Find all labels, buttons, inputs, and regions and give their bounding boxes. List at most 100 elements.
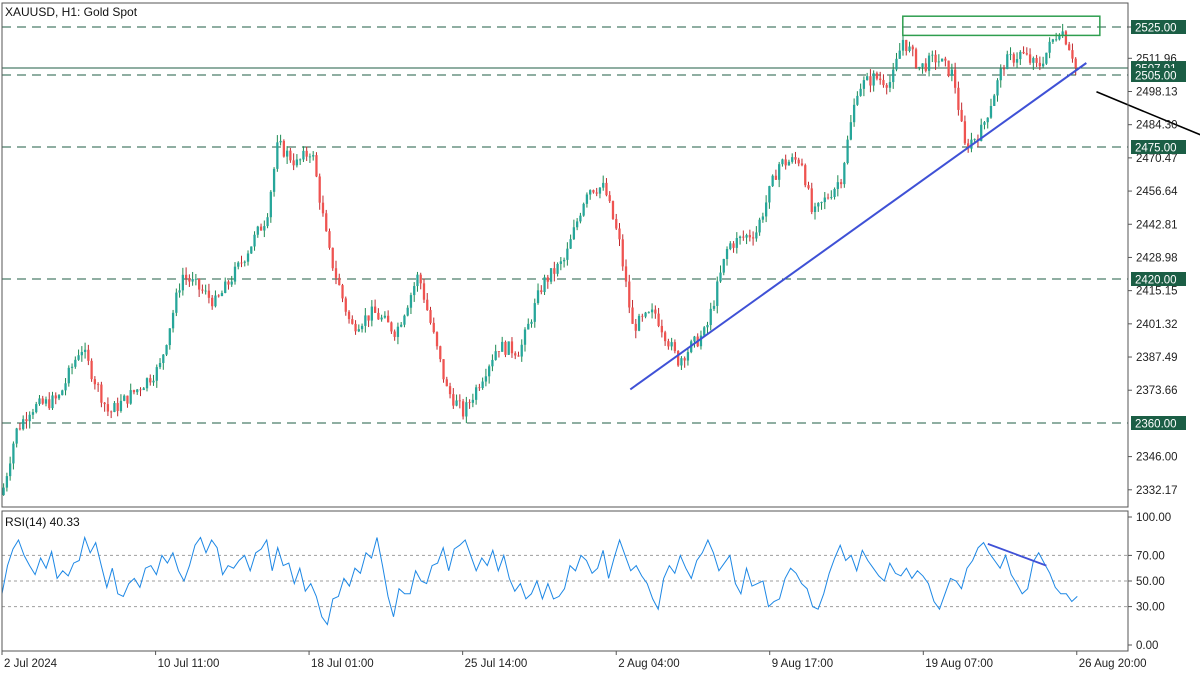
candle-body [445, 379, 448, 387]
candle-body [1009, 54, 1012, 56]
forecast-arrow-line[interactable] [1096, 91, 1200, 140]
candle-body [344, 298, 347, 312]
main-price-pane [2, 15, 1200, 496]
candle-body [1019, 51, 1022, 60]
candle-body [843, 163, 846, 185]
candle-body [882, 80, 885, 86]
candle-body [494, 351, 497, 360]
candle-body [367, 315, 370, 321]
candle-body [931, 54, 934, 56]
candle-body [813, 206, 817, 213]
candle-body [546, 277, 549, 282]
candle-body [139, 389, 142, 391]
candle-body [70, 366, 74, 368]
candle-body [523, 329, 527, 345]
candle-body [618, 228, 621, 240]
candle-body [308, 156, 312, 158]
candle-body [28, 414, 31, 422]
candle-body [15, 428, 18, 444]
candle-body [295, 159, 299, 166]
candle-body [768, 186, 771, 203]
candle-body [683, 358, 686, 361]
candle-body [282, 140, 286, 157]
candle-body [852, 104, 856, 123]
candle-body [706, 325, 709, 328]
candle-body [77, 355, 80, 360]
candle-body [826, 197, 830, 199]
candle-body [1068, 44, 1071, 51]
ascending-trendline[interactable] [629, 62, 1087, 391]
candle-body [755, 232, 758, 239]
price-tick-label: 2428.98 [1136, 252, 1178, 264]
candle-body [325, 213, 328, 232]
candle-body [116, 403, 119, 411]
time-tick-label: 2 Jul 2024 [4, 658, 58, 670]
candle-body [419, 274, 422, 284]
level-tag-bg [1131, 20, 1186, 34]
price-tick-label: 2332.17 [1136, 485, 1178, 497]
candle-body [38, 398, 41, 405]
candle-body [712, 305, 716, 309]
candle-body [879, 78, 882, 81]
candle-body [315, 155, 318, 177]
rsi-tick-label: 50.00 [1136, 576, 1165, 588]
candle-body [986, 117, 989, 123]
candle-body [119, 400, 123, 411]
candle-body [9, 463, 12, 477]
candle-body [478, 387, 481, 389]
candle-body [256, 226, 259, 235]
time-tick-label: 26 Aug 20:00 [1079, 658, 1147, 670]
candle-body [533, 303, 536, 322]
candle-body [409, 295, 413, 308]
candle-body [641, 315, 644, 317]
candle-body [1012, 54, 1015, 63]
rsi-divergence-line[interactable] [987, 543, 1047, 567]
candle-body [188, 278, 191, 282]
candle-body [628, 281, 631, 308]
candle-body [585, 194, 589, 204]
candle-body [321, 202, 325, 214]
candle-body [422, 283, 426, 300]
price-tick-label: 2373.66 [1136, 385, 1178, 397]
candle-body [764, 202, 768, 217]
candle-body [1064, 31, 1068, 45]
candle-body [44, 399, 48, 404]
candle-body [794, 157, 797, 160]
candle-body [406, 307, 409, 316]
candle-body [892, 69, 895, 83]
candle-body [634, 323, 637, 331]
candle-body [540, 290, 543, 293]
candle-body [481, 381, 484, 389]
candle-body [87, 349, 90, 361]
candle-body [543, 277, 546, 293]
candle-body [592, 190, 595, 193]
candle-body [136, 389, 139, 393]
candle-body [155, 367, 158, 381]
candle-body [90, 360, 93, 380]
candle-body [474, 387, 478, 400]
level-tag: 2525.00 [1135, 23, 1177, 35]
candle-body [875, 73, 879, 79]
candle-body [722, 258, 725, 273]
candle-body [507, 341, 510, 355]
rsi-tick-label: 70.00 [1136, 550, 1165, 562]
candle-body [184, 274, 188, 279]
candle-body [334, 268, 338, 278]
candle-body [905, 39, 908, 52]
candle-body [351, 319, 354, 324]
candle-body [74, 359, 77, 367]
resistance-box[interactable] [902, 15, 1101, 37]
candle-body [953, 69, 957, 88]
candle-body [579, 215, 582, 222]
candle-body [569, 239, 572, 249]
candle-body [1048, 41, 1051, 53]
level-tag-bg [1131, 272, 1186, 286]
candle-body [22, 419, 25, 430]
candle-body [149, 378, 152, 383]
candle-body [1055, 39, 1058, 41]
candle-body [145, 378, 149, 389]
candle-body [194, 278, 198, 280]
candle-body [1028, 54, 1032, 63]
candle-body [1002, 68, 1006, 70]
